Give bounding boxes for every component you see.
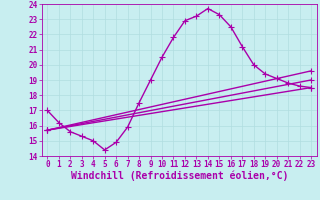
X-axis label: Windchill (Refroidissement éolien,°C): Windchill (Refroidissement éolien,°C) <box>70 171 288 181</box>
